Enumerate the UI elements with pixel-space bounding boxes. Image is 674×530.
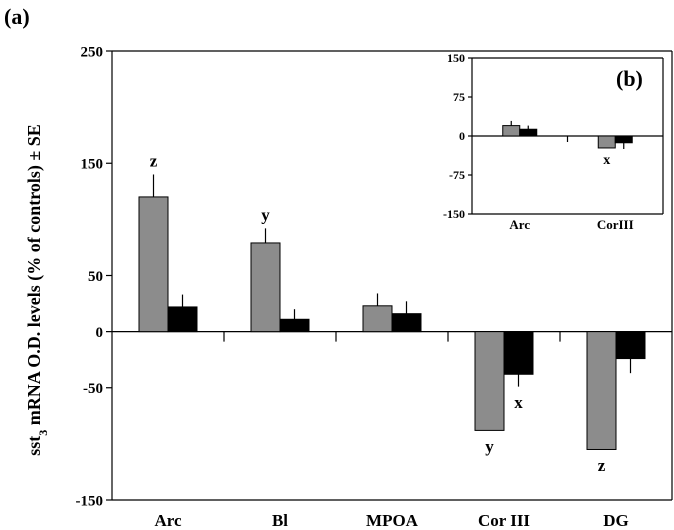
main-y-tick-label: 0 <box>96 325 104 341</box>
main-bar <box>503 331 534 375</box>
main-y-tick-label: 150 <box>81 157 104 173</box>
y-axis-label: sst3 mRNA O.D. levels (% of controls) ± … <box>24 124 50 456</box>
inset-bar <box>614 135 633 144</box>
main-category-label: DG <box>603 511 629 530</box>
panel-a-label: (a) <box>4 4 30 29</box>
inset-y-tick-label: 150 <box>447 51 465 65</box>
main-significance-label: x <box>514 393 523 412</box>
main-significance-label: y <box>261 205 270 224</box>
main-category-label: Arc <box>154 511 182 530</box>
main-bar <box>250 242 281 333</box>
main-y-tick-label: 250 <box>81 44 104 60</box>
main-bar <box>362 305 393 333</box>
main-bar <box>615 331 646 360</box>
y-axis-label-rest: mRNA O.D. levels (% of controls) ± SE <box>24 124 45 430</box>
inset-bar <box>597 135 616 149</box>
inset-y-tick-label: -150 <box>443 207 465 221</box>
main-plot: -150 -50 0 50 150 250 Arc Bl MPOA Cor III DG z y x y z <box>76 44 673 530</box>
y-axis-label-prefix: sst <box>24 436 44 456</box>
inset-y-tick-label: -75 <box>449 168 465 182</box>
panel-b-label: (b) <box>616 66 643 91</box>
inset-category-label: Arc <box>509 217 530 232</box>
main-bar <box>474 331 505 431</box>
main-bar <box>391 313 422 333</box>
inset-bar <box>519 128 538 137</box>
inset-plot: -150 -75 0 75 150 Arc CorIII x (b) <box>443 51 664 232</box>
main-bar <box>586 331 617 450</box>
y-axis-label-subscript: 3 <box>36 430 50 436</box>
main-bar <box>138 196 169 333</box>
main-significance-label: z <box>598 456 606 475</box>
inset-bar <box>502 125 521 137</box>
inset-y-tick-label: 75 <box>453 90 465 104</box>
main-significance-label: z <box>150 151 158 170</box>
main-significance-label: y <box>485 437 494 456</box>
inset-y-tick-label: 0 <box>459 129 465 143</box>
main-y-tick-label: 50 <box>88 269 103 285</box>
main-bar <box>167 306 198 333</box>
main-category-label: MPOA <box>366 511 419 530</box>
main-bar <box>279 318 310 333</box>
inset-significance-label: x <box>603 153 610 168</box>
inset-category-label: CorIII <box>597 217 634 232</box>
main-category-label: Cor III <box>478 511 530 530</box>
main-y-tick-label: -50 <box>83 381 103 397</box>
main-y-tick-label: -150 <box>76 493 104 509</box>
main-category-label: Bl <box>272 511 288 530</box>
